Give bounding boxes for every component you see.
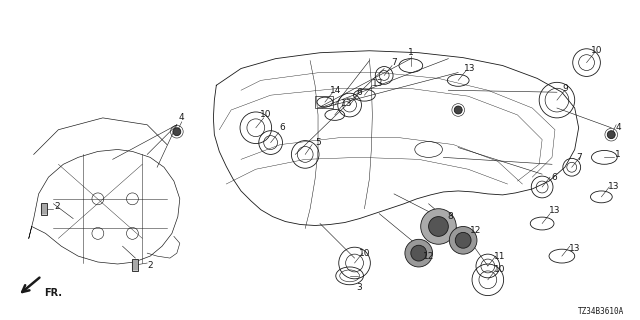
Text: 7: 7	[576, 153, 582, 162]
Circle shape	[411, 245, 427, 261]
Bar	[315, 96, 333, 108]
Circle shape	[449, 227, 477, 254]
Text: 7: 7	[391, 58, 397, 67]
Text: 6: 6	[280, 123, 285, 132]
Circle shape	[405, 239, 433, 267]
Text: 1: 1	[615, 150, 621, 159]
Text: 3: 3	[356, 283, 362, 292]
Text: 4: 4	[615, 123, 621, 132]
Bar	[40, 203, 47, 215]
Text: 13: 13	[341, 99, 353, 108]
Text: 13: 13	[549, 206, 561, 215]
Text: 6: 6	[356, 88, 362, 97]
Circle shape	[173, 128, 180, 136]
Text: 10: 10	[591, 46, 602, 55]
Text: FR.: FR.	[44, 288, 63, 298]
Text: 9: 9	[562, 84, 568, 93]
Text: 14: 14	[330, 86, 342, 95]
Text: 10: 10	[358, 249, 370, 258]
Text: 11: 11	[494, 252, 506, 260]
Circle shape	[607, 131, 615, 139]
Text: 10: 10	[260, 110, 271, 119]
Text: 13: 13	[607, 181, 619, 190]
Text: 13: 13	[371, 79, 383, 88]
Text: 4: 4	[179, 113, 184, 122]
Text: 2: 2	[54, 202, 60, 211]
Text: 2: 2	[147, 261, 153, 270]
Text: 1: 1	[408, 48, 413, 57]
Text: 6: 6	[551, 172, 557, 182]
Circle shape	[455, 232, 471, 248]
Text: 13: 13	[464, 64, 476, 73]
Text: 12: 12	[423, 252, 435, 260]
Text: 12: 12	[470, 226, 482, 235]
Text: 10: 10	[494, 265, 506, 275]
Text: TZ34B3610A: TZ34B3610A	[578, 308, 624, 316]
Circle shape	[454, 106, 462, 114]
Bar	[132, 259, 138, 271]
Text: 5: 5	[315, 138, 321, 147]
Text: 13: 13	[569, 244, 580, 253]
Text: 8: 8	[447, 212, 453, 221]
Circle shape	[429, 217, 449, 236]
Circle shape	[420, 209, 456, 244]
